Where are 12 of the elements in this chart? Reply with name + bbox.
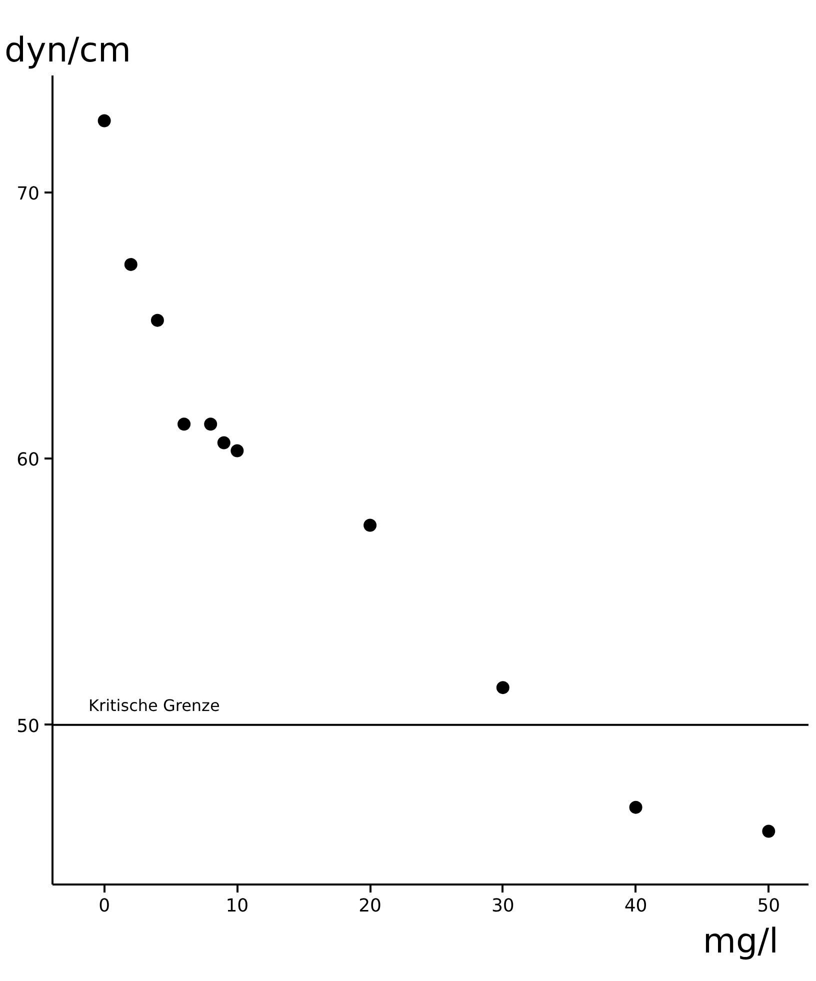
x-tick-label: 40 xyxy=(624,896,648,916)
y-tick-label: 60 xyxy=(16,450,40,471)
y-tick-label: 50 xyxy=(16,716,40,737)
ref-line-label: Kritische Grenze xyxy=(88,696,220,715)
x-tick-label: 0 xyxy=(98,896,110,916)
x-tick-label: 10 xyxy=(226,896,249,916)
x-axis-title: mg/l xyxy=(702,922,779,962)
y-axis-title: dyn/cm xyxy=(4,30,132,70)
y-tick-label: 70 xyxy=(16,184,40,205)
x-tick-label: 20 xyxy=(358,896,382,916)
x-tick-label: 30 xyxy=(491,896,514,916)
x-tick-label: 50 xyxy=(757,896,780,916)
